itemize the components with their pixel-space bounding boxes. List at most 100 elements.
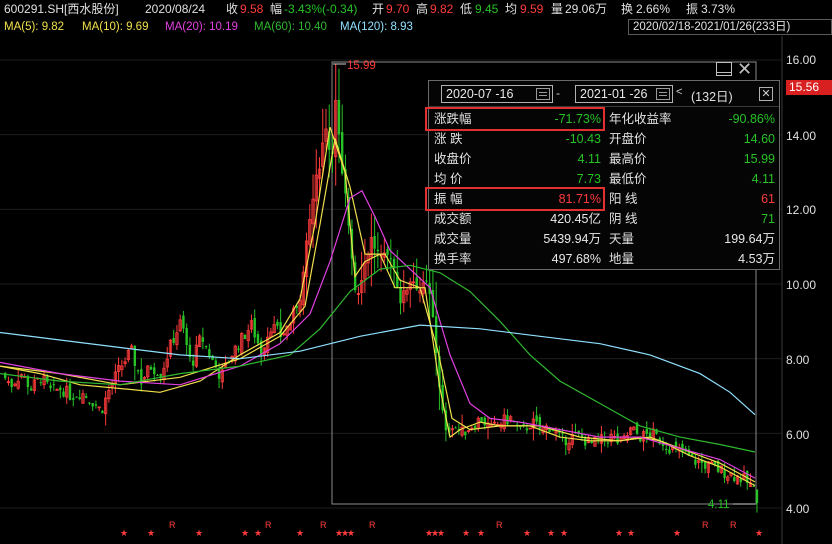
candle-body xyxy=(431,289,435,318)
candle-body xyxy=(282,333,286,336)
y-tick-14: 14.00 xyxy=(786,129,817,143)
candle-body xyxy=(272,324,276,334)
candle-body xyxy=(308,219,312,245)
star-marker: ★ xyxy=(431,529,439,539)
date-range-box[interactable]: 2020/02/18-2021/01/26(233日) xyxy=(628,19,832,35)
candle-body xyxy=(739,478,742,483)
candle-body xyxy=(153,367,156,375)
candle-body xyxy=(590,440,593,444)
candle-body xyxy=(674,441,678,447)
candle-body xyxy=(700,460,704,463)
candle-body xyxy=(655,429,658,434)
open-label: 开 xyxy=(372,2,385,16)
candle-body xyxy=(188,344,192,358)
current-price-tag: 15.56 xyxy=(786,80,832,95)
stats-row: 换手率 497.68% xyxy=(434,249,601,269)
candle-body xyxy=(360,280,364,293)
candle-body xyxy=(399,286,402,304)
start-date-value: 2020-07 -16 xyxy=(446,87,514,101)
candle-body xyxy=(713,461,717,465)
ma-line-ma20 xyxy=(0,189,756,479)
stats-label: 振 幅 xyxy=(434,192,463,206)
candle-body xyxy=(276,321,279,326)
candle-body xyxy=(609,433,613,443)
star-marker: ★ xyxy=(523,529,531,539)
candle-body xyxy=(454,427,457,429)
r-marker: R xyxy=(369,520,376,530)
candle-body xyxy=(295,305,299,308)
candle-body xyxy=(723,470,726,478)
candle-body xyxy=(641,431,646,442)
candle-body xyxy=(175,332,179,345)
stats-row: 阴 线 71 xyxy=(609,209,775,229)
candle-body xyxy=(149,367,153,370)
stats-value: 4.11 xyxy=(577,152,601,166)
stats-row: 地量 4.53万 xyxy=(609,249,775,269)
stats-value: 61 xyxy=(761,192,775,206)
stats-value: -10.43 xyxy=(565,132,601,146)
candle-body xyxy=(392,258,396,269)
candle-body xyxy=(208,349,211,358)
stock-code[interactable]: 600291.SH[西水股份] xyxy=(4,2,119,16)
end-date-field[interactable]: 2021-01 -26 xyxy=(575,85,673,103)
candle-body xyxy=(538,417,542,429)
star-marker: ★ xyxy=(347,529,355,539)
candle-body xyxy=(59,387,62,391)
stats-row: 阳 线 61 xyxy=(609,189,775,209)
candle-body xyxy=(6,381,11,384)
stats-row: 均 价 7.73 xyxy=(434,169,601,189)
candle-body xyxy=(755,489,759,503)
candle-body xyxy=(172,338,175,343)
star-marker: ★ xyxy=(147,529,155,539)
stats-row: 年化收益率 -90.86% xyxy=(609,109,775,129)
stats-value: 71 xyxy=(761,212,775,226)
low-value: 9.45 xyxy=(475,2,499,16)
candle-body xyxy=(156,375,159,377)
candle-body xyxy=(104,397,108,415)
calendar-icon[interactable] xyxy=(536,88,550,100)
candle-body xyxy=(117,365,121,372)
candle-body xyxy=(441,384,444,411)
stats-value: -71.73% xyxy=(554,112,601,126)
candle-body xyxy=(256,334,260,344)
candle-body xyxy=(204,346,208,348)
candle-body xyxy=(191,360,195,366)
candle-body xyxy=(334,100,338,158)
stats-row: 收盘价 4.11 xyxy=(434,149,601,169)
minimize-icon[interactable] xyxy=(716,62,732,76)
stats-value: 497.68% xyxy=(551,252,601,266)
candle-body xyxy=(460,426,464,436)
volume-value: 29.06万 xyxy=(565,2,608,16)
change-value: -3.43%(-0.34) xyxy=(284,2,358,16)
candle-body xyxy=(606,442,610,444)
stats-value: 4.11 xyxy=(751,172,775,186)
panel-close-button[interactable]: ✕ xyxy=(759,87,773,101)
start-date-field[interactable]: 2020-07 -16 xyxy=(441,85,553,103)
close-icon[interactable]: ✕ xyxy=(737,59,753,79)
candle-body xyxy=(88,402,91,404)
stats-row: 天量 199.64万 xyxy=(609,229,775,249)
amplitude-label: 振 xyxy=(686,2,699,16)
stats-label: 地量 xyxy=(609,252,635,266)
ma-legend: MA(5): 9.82 MA(10): 9.69 MA(20): 10.19 M… xyxy=(0,19,832,35)
candle-body xyxy=(396,271,399,289)
change-label: 幅 xyxy=(270,2,283,16)
calendar-icon[interactable] xyxy=(656,88,670,100)
star-marker: ★ xyxy=(462,529,470,539)
ma10-label: MA(10): 9.69 xyxy=(82,21,149,33)
candle-body xyxy=(447,427,451,433)
stats-label: 涨 跌 xyxy=(434,132,463,146)
candle-body xyxy=(531,418,535,429)
candle-body xyxy=(726,476,730,481)
candle-body xyxy=(72,398,75,400)
highlight-change-pct xyxy=(425,107,605,131)
candle-body xyxy=(146,365,150,378)
stats-row: 最高价 15.99 xyxy=(609,149,775,169)
avg-label: 均 xyxy=(505,2,518,16)
stats-row: 成交量 5439.94万 xyxy=(434,229,601,249)
star-marker: ★ xyxy=(673,529,681,539)
candle-body xyxy=(567,442,571,451)
star-marker: ★ xyxy=(437,529,445,539)
chevron-down-icon[interactable]: < xyxy=(676,86,683,98)
candle-body xyxy=(438,356,441,388)
